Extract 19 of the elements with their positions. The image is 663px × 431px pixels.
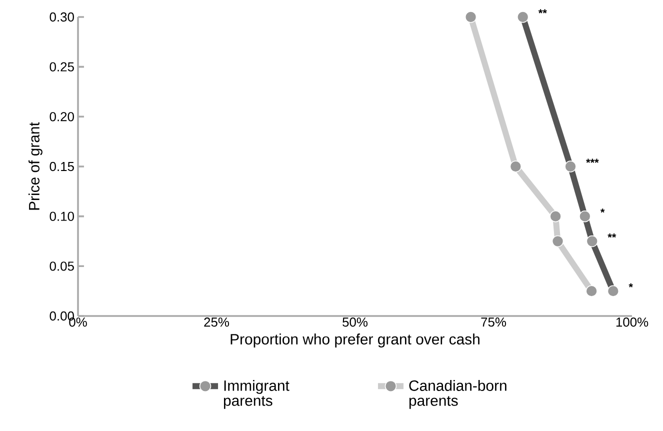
x-tick-label: 50% bbox=[342, 318, 368, 327]
annotation: ** bbox=[608, 233, 616, 238]
y-tick-label: 0.25 bbox=[50, 62, 74, 72]
annotation: ** bbox=[538, 9, 547, 14]
x-tick-label: 75% bbox=[481, 318, 506, 327]
y-tick-label: 0.15 bbox=[50, 162, 74, 172]
annotation: * bbox=[600, 208, 605, 213]
legend-label: Canadian-born parents bbox=[409, 380, 506, 409]
x-tick-label: 25% bbox=[204, 318, 230, 327]
annotation: *** bbox=[586, 158, 599, 163]
y-tick-label: 0.30 bbox=[50, 12, 74, 22]
annotation: * bbox=[628, 283, 633, 288]
x-axis-title: Proportion who prefer grant over cash bbox=[230, 334, 480, 348]
y-tick-label: 0.10 bbox=[50, 212, 74, 221]
y-axis-title: Price of grant bbox=[28, 122, 42, 210]
x-tick-label: 100% bbox=[616, 318, 648, 327]
y-tick-label: 0.05 bbox=[50, 262, 74, 271]
legend-label: Immigrant parents bbox=[224, 380, 290, 409]
y-tick-label: 0.20 bbox=[50, 112, 74, 122]
